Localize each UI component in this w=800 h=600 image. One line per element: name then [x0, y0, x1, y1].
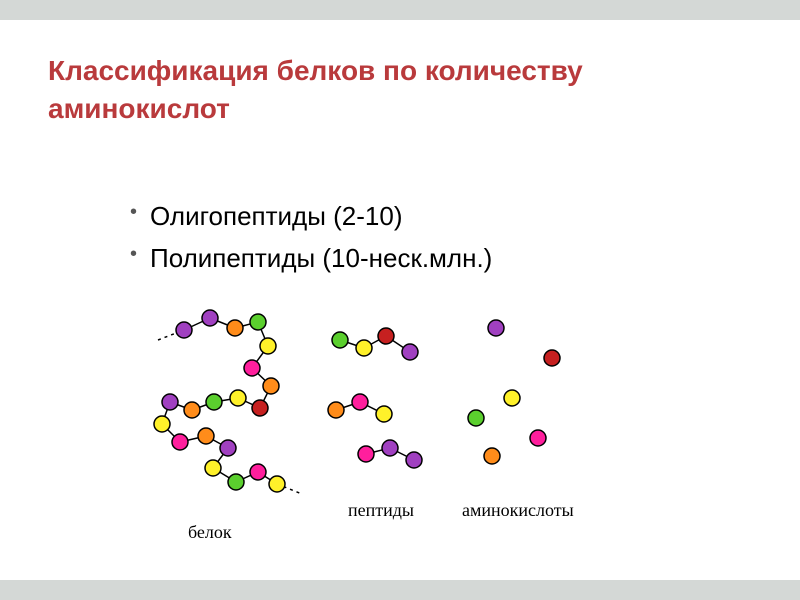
amino-acid-node [172, 434, 188, 450]
amino-acid-node [154, 416, 170, 432]
amino-acid-node [244, 360, 260, 376]
amino-acid-node [228, 474, 244, 490]
amino-acid-node [328, 402, 344, 418]
amino-acid-node [332, 332, 348, 348]
amino-acid-node [162, 394, 178, 410]
amino-acid-node [250, 314, 266, 330]
amino-acid-node [352, 394, 368, 410]
bullet-item: Олигопептиды (2-10) [130, 196, 492, 238]
amino-acid-node [402, 344, 418, 360]
amino-acid-node [205, 460, 221, 476]
diagram-caption-protein: белок [188, 522, 232, 543]
amino-acid-node [382, 440, 398, 456]
amino-acid-node [263, 378, 279, 394]
amino-acid-node [184, 402, 200, 418]
amino-acid-node [260, 338, 276, 354]
amino-acid-node [356, 340, 372, 356]
amino-acid-node [406, 452, 422, 468]
amino-acid-node [202, 310, 218, 326]
slide-title: Классификация белков по количеству амино… [48, 52, 748, 128]
amino-acid-node [544, 350, 560, 366]
bullet-item: Полипептиды (10-неск.млн.) [130, 238, 492, 280]
amino-acid-node [198, 428, 214, 444]
amino-acid-node [252, 400, 268, 416]
amino-acid-node [250, 464, 266, 480]
amino-acid-node [488, 320, 504, 336]
molecule-diagram: белок пептиды аминокислоты [140, 280, 600, 550]
diagram-caption-peptides: пептиды [348, 500, 414, 521]
slide: Классификация белков по количеству амино… [0, 20, 800, 580]
amino-acid-node [376, 406, 392, 422]
amino-acid-node [230, 390, 246, 406]
amino-acid-node [530, 430, 546, 446]
amino-acid-node [269, 476, 285, 492]
amino-acid-node [227, 320, 243, 336]
diagram-caption-aminoacids: аминокислоты [462, 500, 574, 521]
amino-acid-node [504, 390, 520, 406]
bullet-list: Олигопептиды (2-10) Полипептиды (10-неск… [90, 196, 492, 279]
amino-acid-node [220, 440, 236, 456]
amino-acid-node [206, 394, 222, 410]
amino-acid-node [176, 322, 192, 338]
amino-acid-node [484, 448, 500, 464]
amino-acid-node [468, 410, 484, 426]
amino-acid-node [358, 446, 374, 462]
amino-acid-node [378, 328, 394, 344]
